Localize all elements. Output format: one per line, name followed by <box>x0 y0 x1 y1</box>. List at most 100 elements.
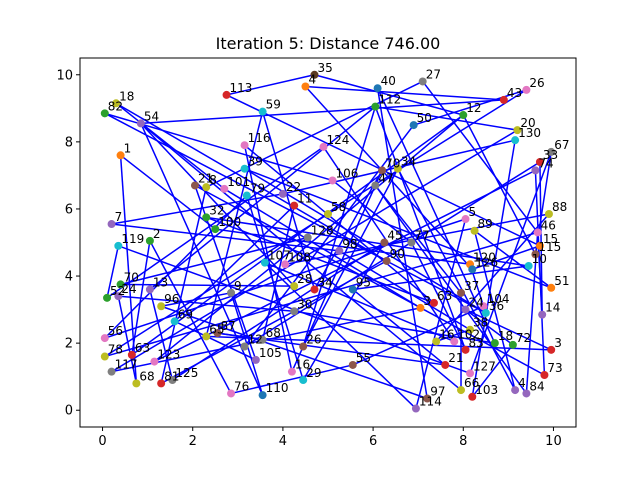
x-axis-ticks: 0 2 4 6 8 10 <box>98 427 562 449</box>
city-point <box>213 329 222 338</box>
city-point <box>429 298 438 307</box>
city-label: 82 <box>108 99 123 113</box>
city-label: 3 <box>423 294 431 308</box>
route-segment <box>338 250 471 331</box>
city-label: 8 <box>209 173 217 187</box>
city-point <box>170 317 179 326</box>
city-point <box>114 292 123 301</box>
city-label: 50 <box>417 111 432 125</box>
city-label: 104 <box>487 292 510 306</box>
city-point <box>382 256 391 265</box>
route-segment <box>140 99 504 125</box>
route-segment <box>230 364 353 395</box>
city-label: 24 <box>469 296 484 310</box>
city-label: 78 <box>108 343 123 357</box>
city-label: 12 <box>466 101 481 115</box>
route-segment <box>264 261 455 343</box>
route-segment <box>206 216 529 267</box>
city-point <box>100 109 109 118</box>
y-tick-label: 2 <box>65 337 73 352</box>
city-point <box>522 85 531 94</box>
city-label: 107 <box>268 249 291 263</box>
city-point <box>290 307 299 316</box>
city-point <box>107 367 116 376</box>
city-point <box>287 367 296 376</box>
city-point <box>466 369 475 378</box>
city-point <box>258 335 267 344</box>
city-point <box>418 77 427 86</box>
city-label: 90 <box>390 247 405 261</box>
city-label: 59 <box>266 98 281 112</box>
city-point <box>531 166 540 175</box>
city-point <box>468 265 477 274</box>
city-point <box>371 102 380 111</box>
route-segment <box>302 106 377 347</box>
city-label: 72 <box>516 331 531 345</box>
city-label: 12 <box>248 332 263 346</box>
city-point <box>432 337 441 346</box>
city-label: 24 <box>121 282 136 296</box>
y-tick-label: 8 <box>65 135 73 150</box>
city-point <box>328 176 337 185</box>
city-point <box>168 376 177 385</box>
city-label: 66 <box>464 376 479 390</box>
city-label: 56 <box>108 324 123 338</box>
route-segment <box>117 296 138 384</box>
city-label: 84 <box>529 379 544 393</box>
city-point <box>508 340 517 349</box>
y-tick-label: 0 <box>65 404 73 419</box>
city-point <box>348 285 357 294</box>
route-segment <box>375 105 518 131</box>
city-label: 128 <box>311 223 334 237</box>
city-label: 106 <box>336 166 359 180</box>
city-label: 67 <box>554 138 569 152</box>
city-point <box>310 285 319 294</box>
route-segment <box>291 170 383 372</box>
route-layer <box>104 74 552 410</box>
city-point <box>499 95 508 104</box>
route-segment <box>534 170 546 376</box>
axes-frame <box>79 57 577 428</box>
city-label: 47 <box>378 171 393 185</box>
city-point <box>100 352 109 361</box>
city-point <box>348 360 357 369</box>
city-label: 73 <box>547 361 562 375</box>
city-point <box>547 283 556 292</box>
route-segment <box>174 320 257 361</box>
city-point <box>457 386 466 395</box>
city-label: 89 <box>478 217 493 231</box>
route-segment <box>465 308 552 351</box>
route-segment <box>111 193 284 225</box>
city-point <box>136 119 145 128</box>
city-point <box>524 261 533 270</box>
city-label: 30 <box>297 297 312 311</box>
city-label: 26 <box>306 332 321 346</box>
city-point <box>103 293 112 302</box>
route-segment <box>194 184 545 376</box>
city-label: 55 <box>356 351 371 365</box>
y-tick-label: 6 <box>65 202 73 217</box>
route-segment <box>471 344 514 398</box>
city-point <box>190 181 199 190</box>
city-label: 38 <box>473 316 488 330</box>
city-label: 21 <box>448 351 463 365</box>
city-point <box>290 201 299 210</box>
city-label: 101 <box>227 175 250 189</box>
city-point <box>220 184 229 193</box>
city-point <box>202 332 211 341</box>
route-segment <box>174 205 295 322</box>
city-label: 114 <box>419 395 442 409</box>
chart-title: Iteration 5: Distance 746.00 <box>216 34 441 53</box>
city-label: 116 <box>248 131 271 145</box>
city-point <box>490 339 499 348</box>
city-point <box>522 389 531 398</box>
city-point <box>260 258 269 267</box>
city-point <box>459 111 468 120</box>
city-point <box>145 285 154 294</box>
city-point <box>150 357 159 366</box>
city-point <box>202 213 211 222</box>
city-label: 20 <box>520 116 535 130</box>
city-label: 35 <box>317 61 332 75</box>
city-point <box>258 391 267 400</box>
city-label: 7 <box>115 210 123 224</box>
